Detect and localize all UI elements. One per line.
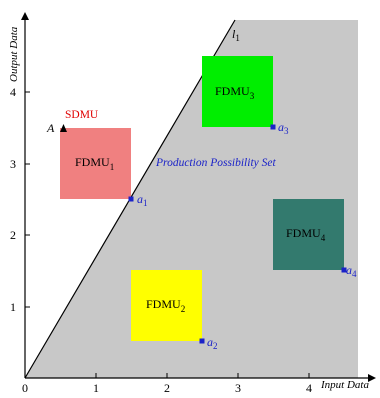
point-a4-marker — [341, 267, 347, 273]
fdmu-1-label: FDMU1 — [75, 155, 114, 172]
point-a2-marker — [199, 338, 205, 344]
x-ticks — [95, 373, 310, 378]
production-possibility-set-label: Production Possibility Set — [155, 157, 276, 169]
frontier-label: l1 — [232, 27, 240, 43]
production-possibility-set-region — [25, 20, 358, 378]
x-tick-label-0: 0 — [22, 381, 28, 395]
y-ticks — [25, 91, 30, 308]
fdmu-2-square — [131, 270, 202, 341]
x-tick-label-4: 4 — [306, 381, 312, 395]
fdmu-4-label: FDMU4 — [286, 226, 326, 243]
point-a4-label: a4 — [346, 263, 357, 279]
y-tick-label-4: 4 — [10, 85, 16, 99]
fdmu-2-label: FDMU2 — [146, 297, 185, 314]
point-a1-label: a1 — [137, 192, 148, 208]
fdmu-3-square — [202, 56, 273, 127]
sdmu-point-label: A — [46, 121, 55, 135]
point-a3-marker — [270, 124, 276, 130]
fdmu-1-square — [60, 128, 131, 199]
y-tick-label-2: 2 — [10, 228, 16, 242]
x-tick-label-3: 3 — [235, 381, 241, 395]
point-a2-label: a2 — [207, 335, 218, 351]
x-axis-title: Input Data — [320, 379, 369, 391]
x-tick-label-2: 2 — [164, 381, 170, 395]
sdmu-point-marker — [60, 124, 67, 132]
y-tick-label-1: 1 — [10, 300, 16, 314]
point-a1-marker — [128, 196, 134, 202]
y-axis-title: Output Data — [8, 26, 20, 82]
y-tick-label-3: 3 — [10, 157, 16, 171]
fdmu-3-label: FDMU3 — [215, 84, 255, 101]
x-tick-label-1: 1 — [93, 381, 99, 395]
fdmu-4-square — [273, 199, 344, 270]
point-a3-label: a3 — [278, 120, 289, 136]
sdmu-label: SDMU — [65, 109, 99, 121]
